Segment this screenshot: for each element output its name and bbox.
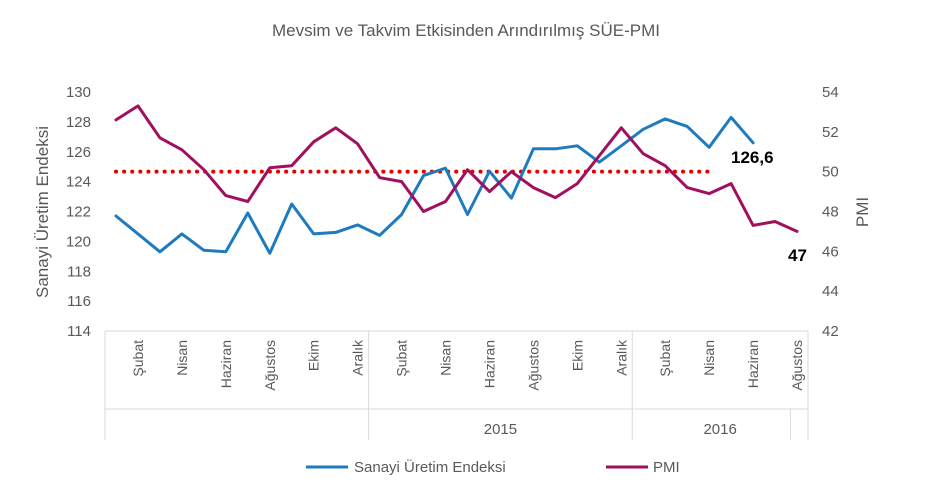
y-left-axis-title: Sanayi Üretim Endeksi [33, 126, 52, 298]
x-tick-label: Nisan [438, 340, 454, 376]
legend-label-sanayi-uretim-endeksi: Sanayi Üretim Endeksi [354, 458, 506, 476]
x-tick-label: Şubat [657, 340, 673, 377]
y-right-tick-label: 52 [822, 124, 839, 141]
x-tick-label: Ağustos [789, 340, 805, 391]
y-left-tick-label: 114 [67, 323, 91, 340]
year-label: 2016 [703, 421, 736, 438]
y-right-tick-label: 42 [822, 323, 839, 340]
y-left-tick-label: 130 [66, 84, 91, 101]
x-tick-label: Haziran [218, 340, 234, 388]
y-left-tick-label: 120 [66, 233, 91, 250]
y-left-tick-label: 116 [67, 293, 91, 310]
legend-label-pmi: PMI [653, 459, 680, 476]
x-tick-label: Ekim [306, 340, 322, 371]
y-right-tick-label: 48 [822, 204, 839, 221]
y-right-tick-label: 50 [822, 164, 839, 181]
x-tick-label: Şubat [394, 340, 410, 377]
y-left-tick-label: 126 [66, 144, 91, 161]
x-tick-label: Haziran [481, 340, 497, 388]
legend: Sanayi Üretim Endeksi PMI [306, 458, 680, 476]
x-tick-label: Nisan [174, 340, 190, 376]
annotation-sue-last: 126,6 [731, 148, 774, 167]
y-left-tick-label: 122 [66, 204, 91, 221]
y-left-tick-label: 118 [67, 263, 91, 280]
y-right-tick-label: 44 [822, 283, 839, 300]
x-tick-label: Ekim [569, 340, 585, 371]
y-left-tick-label: 124 [66, 174, 91, 191]
series-layer [114, 104, 799, 255]
year-label: 2015 [484, 421, 517, 438]
x-tick-label: Şubat [130, 340, 146, 377]
chart-title: Mevsim ve Takvim Etkisinden Arındırılmış… [272, 21, 660, 40]
y-right-tick-label: 54 [822, 84, 839, 101]
annotations: 126,6 47 [731, 148, 807, 265]
annotation-pmi-last: 47 [788, 246, 807, 265]
x-tick-label: Aralık [613, 339, 629, 376]
axes: 114 116 118 120 122 124 126 128 130 42 44 46 48 50 52 5… [33, 84, 872, 440]
x-tick-label: Nisan [701, 340, 717, 376]
series-line-pmi [114, 104, 799, 233]
y-left-tick-label: 128 [66, 114, 91, 131]
series-line-sanayi-uretim-endeksi [114, 115, 755, 255]
y-right-tick-label: 46 [822, 243, 839, 260]
x-tick-label: Haziran [745, 340, 761, 388]
x-tick-label: Ağustos [525, 340, 541, 391]
x-tick-label: Ağustos [262, 340, 278, 391]
x-tick-label: Aralık [350, 339, 366, 376]
y-right-axis-title: PMI [853, 197, 872, 227]
